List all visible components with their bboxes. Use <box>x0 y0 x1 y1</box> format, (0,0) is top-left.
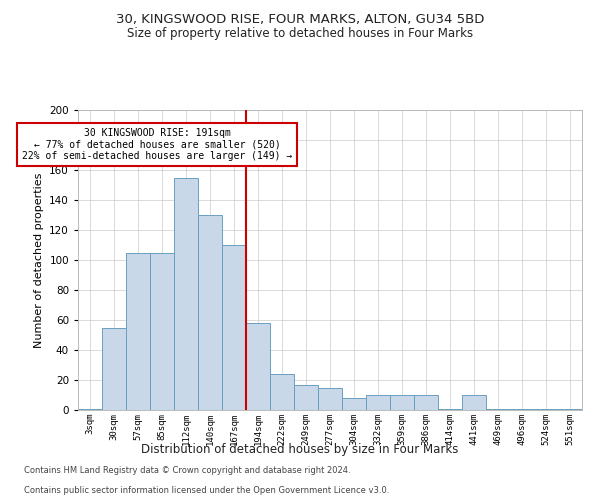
Bar <box>222 245 246 410</box>
Bar <box>510 408 534 410</box>
Text: Contains HM Land Registry data © Crown copyright and database right 2024.: Contains HM Land Registry data © Crown c… <box>24 466 350 475</box>
Bar <box>246 323 270 410</box>
Y-axis label: Number of detached properties: Number of detached properties <box>34 172 44 348</box>
Bar <box>558 408 582 410</box>
Bar <box>294 384 318 410</box>
Bar <box>366 395 390 410</box>
Bar <box>462 395 486 410</box>
Bar <box>126 252 150 410</box>
Text: Size of property relative to detached houses in Four Marks: Size of property relative to detached ho… <box>127 28 473 40</box>
Text: 30 KINGSWOOD RISE: 191sqm
← 77% of detached houses are smaller (520)
22% of semi: 30 KINGSWOOD RISE: 191sqm ← 77% of detac… <box>22 128 292 161</box>
Bar <box>438 408 462 410</box>
Bar <box>174 178 198 410</box>
Bar <box>534 408 558 410</box>
Bar <box>414 395 438 410</box>
Text: 30, KINGSWOOD RISE, FOUR MARKS, ALTON, GU34 5BD: 30, KINGSWOOD RISE, FOUR MARKS, ALTON, G… <box>116 12 484 26</box>
Bar <box>318 388 342 410</box>
Bar <box>486 408 510 410</box>
Bar <box>150 252 174 410</box>
Bar <box>342 398 366 410</box>
Bar <box>78 408 102 410</box>
Text: Contains public sector information licensed under the Open Government Licence v3: Contains public sector information licen… <box>24 486 389 495</box>
Bar <box>198 215 222 410</box>
Bar <box>270 374 294 410</box>
Text: Distribution of detached houses by size in Four Marks: Distribution of detached houses by size … <box>142 442 458 456</box>
Bar <box>390 395 414 410</box>
Bar <box>102 328 126 410</box>
